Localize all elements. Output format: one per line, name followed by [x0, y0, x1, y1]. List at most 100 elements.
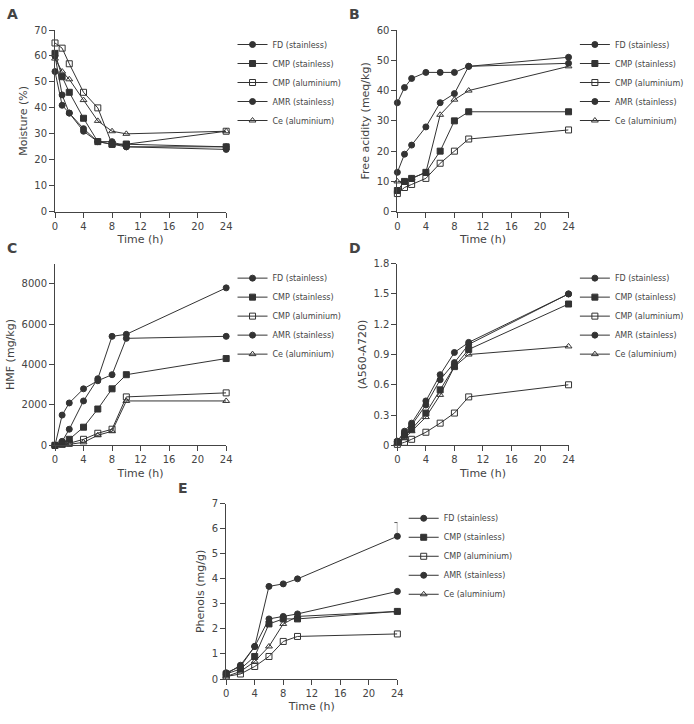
svg-text:4: 4 [423, 454, 429, 465]
svg-text:2: 2 [212, 623, 218, 634]
svg-text:60: 60 [34, 50, 47, 61]
svg-text:0: 0 [41, 206, 47, 217]
svg-text:1.5: 1.5 [373, 288, 389, 299]
svg-text:20: 20 [377, 146, 390, 157]
svg-text:CMP (aluminium): CMP (aluminium) [273, 79, 341, 88]
svg-text:12: 12 [477, 454, 490, 465]
svg-text:0: 0 [394, 221, 400, 232]
svg-text:FD (stainless): FD (stainless) [273, 41, 328, 50]
svg-text:24: 24 [562, 454, 575, 465]
svg-text:6000: 6000 [22, 319, 47, 330]
svg-text:CMP (aluminium): CMP (aluminium) [615, 79, 683, 88]
svg-text:0: 0 [223, 688, 229, 699]
svg-text:12: 12 [477, 221, 490, 232]
svg-text:Phenols (mg/g): Phenols (mg/g) [194, 550, 207, 633]
svg-text:0: 0 [52, 454, 58, 465]
svg-text:AMR (stainless): AMR (stainless) [615, 331, 677, 340]
svg-text:7: 7 [212, 498, 218, 509]
svg-text:CMP (aluminium): CMP (aluminium) [444, 552, 512, 561]
svg-text:12: 12 [134, 221, 147, 232]
svg-text:FD (stainless): FD (stainless) [615, 274, 670, 283]
svg-text:4: 4 [80, 454, 86, 465]
svg-text:Ce (aluminium): Ce (aluminium) [444, 590, 506, 599]
svg-text:16: 16 [334, 688, 347, 699]
svg-text:AMR (stainless): AMR (stainless) [444, 571, 506, 580]
svg-text:0: 0 [383, 206, 389, 217]
svg-text:(A560-A720): (A560-A720) [356, 320, 369, 389]
svg-text:50: 50 [34, 76, 47, 87]
svg-text:E: E [178, 480, 188, 496]
svg-text:12: 12 [305, 688, 318, 699]
svg-text:0.3: 0.3 [373, 410, 389, 421]
svg-text:Ce (aluminium): Ce (aluminium) [273, 117, 335, 126]
svg-text:8000: 8000 [22, 278, 47, 289]
svg-text:CMP (stainless): CMP (stainless) [615, 293, 676, 302]
svg-text:1: 1 [212, 648, 218, 659]
svg-text:8: 8 [451, 454, 457, 465]
svg-text:30: 30 [34, 128, 47, 139]
svg-text:CMP (aluminium): CMP (aluminium) [615, 312, 683, 321]
svg-text:1.8: 1.8 [373, 258, 389, 269]
svg-text:0: 0 [394, 454, 400, 465]
svg-text:8: 8 [109, 454, 115, 465]
svg-text:8: 8 [280, 688, 286, 699]
svg-text:16: 16 [163, 454, 176, 465]
svg-text:5: 5 [212, 548, 218, 559]
svg-text:6: 6 [212, 523, 218, 534]
svg-text:24: 24 [220, 221, 233, 232]
svg-text:0: 0 [212, 674, 218, 685]
svg-text:4: 4 [80, 221, 86, 232]
svg-text:24: 24 [562, 221, 575, 232]
svg-text:Ce (aluminium): Ce (aluminium) [273, 350, 335, 359]
svg-text:Ce (aluminium): Ce (aluminium) [615, 350, 677, 359]
svg-text:4000: 4000 [22, 359, 47, 370]
svg-text:16: 16 [505, 221, 518, 232]
svg-text:3: 3 [212, 598, 218, 609]
svg-text:0: 0 [41, 440, 47, 451]
svg-text:Time (h): Time (h) [459, 467, 506, 480]
svg-text:20: 20 [534, 454, 547, 465]
svg-text:CMP (stainless): CMP (stainless) [273, 60, 334, 69]
svg-text:AMR (stainless): AMR (stainless) [615, 98, 677, 107]
svg-text:24: 24 [220, 454, 233, 465]
svg-text:D: D [349, 240, 361, 256]
svg-text:60: 60 [377, 25, 390, 36]
svg-text:0: 0 [383, 440, 389, 451]
svg-text:4: 4 [423, 221, 429, 232]
svg-text:C: C [7, 240, 17, 256]
svg-text:30: 30 [377, 115, 390, 126]
svg-text:FD (stainless): FD (stainless) [273, 274, 328, 283]
svg-text:12: 12 [134, 454, 147, 465]
svg-text:4: 4 [212, 573, 218, 584]
svg-text:20: 20 [362, 688, 375, 699]
svg-text:FD (stainless): FD (stainless) [444, 514, 499, 523]
svg-text:0.6: 0.6 [373, 379, 389, 390]
svg-text:CMP (stainless): CMP (stainless) [444, 533, 505, 542]
svg-text:0.9: 0.9 [373, 349, 389, 360]
svg-text:20: 20 [191, 221, 204, 232]
svg-text:16: 16 [163, 221, 176, 232]
svg-text:Time (h): Time (h) [117, 233, 164, 246]
svg-text:20: 20 [534, 221, 547, 232]
svg-text:10: 10 [34, 180, 47, 191]
svg-text:AMR (stainless): AMR (stainless) [273, 331, 335, 340]
svg-text:Time (h): Time (h) [288, 700, 335, 713]
svg-text:Moisture (%): Moisture (%) [17, 86, 30, 156]
svg-text:FD (stainless): FD (stainless) [615, 41, 670, 50]
svg-text:CMP (aluminium): CMP (aluminium) [273, 312, 341, 321]
svg-text:8: 8 [109, 221, 115, 232]
svg-text:40: 40 [377, 85, 390, 96]
svg-text:20: 20 [191, 454, 204, 465]
svg-text:20: 20 [34, 154, 47, 165]
svg-text:Free acidity (meq/kg): Free acidity (meq/kg) [359, 62, 372, 179]
svg-text:2000: 2000 [22, 399, 47, 410]
svg-text:Time (h): Time (h) [117, 467, 164, 480]
svg-text:A: A [7, 6, 18, 22]
svg-text:CMP (stainless): CMP (stainless) [615, 60, 676, 69]
svg-text:HMF (mg/kg): HMF (mg/kg) [4, 319, 17, 390]
svg-text:CMP (stainless): CMP (stainless) [273, 293, 334, 302]
svg-text:16: 16 [505, 454, 518, 465]
svg-text:40: 40 [34, 102, 47, 113]
svg-text:0: 0 [52, 221, 58, 232]
svg-text:1.2: 1.2 [373, 319, 389, 330]
